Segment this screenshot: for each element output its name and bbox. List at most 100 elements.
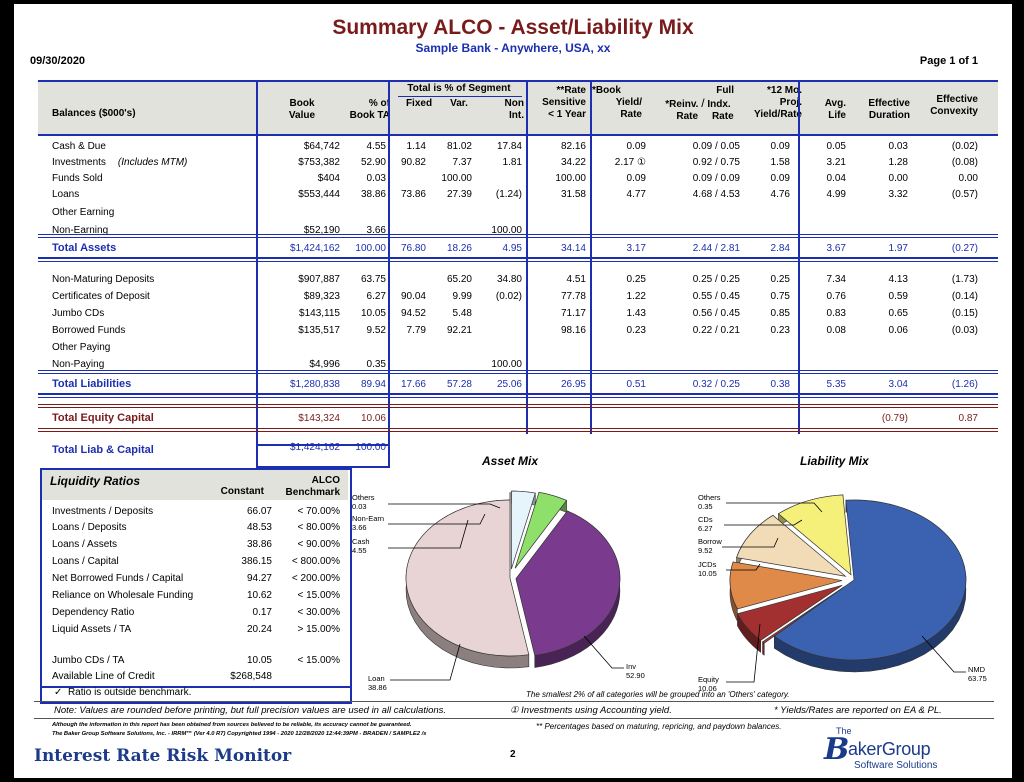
asset-row-rs: 34.22 xyxy=(528,157,586,169)
liability-row-var: 5.48 xyxy=(428,308,472,320)
asset-row-fixed: 73.86 xyxy=(390,189,426,201)
liability-row-pct: 9.52 xyxy=(340,325,386,337)
total-liabilities-life: 5.35 xyxy=(800,379,846,390)
asset-row-book: $52,190 xyxy=(256,225,340,237)
liability-row-dur: 4.13 xyxy=(850,274,908,286)
liability-row-life: 0.76 xyxy=(800,291,846,303)
liability-row-proj: 0.85 xyxy=(740,308,790,320)
header-rate-sensitive: **Rate Sensitive < 1 Year xyxy=(524,85,586,121)
yields-note: * Yields/Rates are reported on EA & PL. xyxy=(774,705,942,716)
liquidity-value: 94.27 xyxy=(194,573,272,585)
baker-group-logo: The B akerGroup Software Solutions xyxy=(824,726,984,774)
header-non-int: Non Int. xyxy=(484,98,524,122)
asset-row-fixed: 1.14 xyxy=(390,141,426,153)
liab-label-borrow: Borrow 9.52 xyxy=(698,537,722,555)
asset-row-yield: 0.09 xyxy=(592,173,646,185)
liability-row-reinv: 0.25 / 0.25 xyxy=(648,274,740,286)
asset-row-pct: 0.03 xyxy=(340,173,386,185)
report-title: Summary ALCO - Asset/Liability Mix xyxy=(14,16,1012,40)
total-assets-pct: 100.00 xyxy=(340,243,386,254)
notes-rule-2 xyxy=(34,718,994,719)
asset-row-fixed: 90.82 xyxy=(390,157,426,169)
liability-row-fixed: 90.04 xyxy=(390,291,426,303)
liquidity-value: 10.05 xyxy=(194,655,272,667)
asset-row-pct: 38.86 xyxy=(340,189,386,201)
liability-row-rs: 71.17 xyxy=(528,308,586,320)
liquidity-bench: < 15.00% xyxy=(276,590,340,602)
liquidity-value: 48.53 xyxy=(194,522,272,534)
total-equity-conv: 0.87 xyxy=(910,413,978,424)
liquidity-box xyxy=(40,468,352,704)
equity-rule-top xyxy=(38,404,998,405)
liability-row-fixed: 7.79 xyxy=(390,325,426,337)
liab-label-cds: CDs 6.27 xyxy=(698,515,713,533)
liability-row-label: Other Paying xyxy=(52,342,110,353)
liquidity-bench: < 15.00% xyxy=(276,655,340,667)
liability-row-label: Jumbo CDs xyxy=(52,308,104,319)
liability-row-reinv: 0.56 / 0.45 xyxy=(648,308,740,320)
page-indicator: Page 1 of 1 xyxy=(920,55,978,67)
asset-row-var: 7.37 xyxy=(428,157,472,169)
liability-row-proj: 0.25 xyxy=(740,274,790,286)
liability-row-reinv: 0.55 / 0.45 xyxy=(648,291,740,303)
asset-row-life: 4.99 xyxy=(800,189,846,201)
liability-mix-title: Liability Mix xyxy=(800,454,869,468)
total-liabilities-book: $1,280,838 xyxy=(256,379,340,390)
asset-row-conv: (0.08) xyxy=(910,157,978,169)
asset-total-rule-top2 xyxy=(38,237,998,238)
liquidity-col-constant: Constant xyxy=(204,486,264,498)
header-eff-duration: Effective Duration xyxy=(850,98,910,122)
liability-row-proj: 0.23 xyxy=(740,325,790,337)
liability-row-var: 65.20 xyxy=(428,274,472,286)
total-liabilities-rs: 26.95 xyxy=(528,379,586,390)
liability-row-nonint: 34.80 xyxy=(474,274,522,286)
total-liabilities-conv: (1.26) xyxy=(910,379,978,390)
disclaimer: Although the information in this report … xyxy=(52,722,411,728)
asset-row-pct: 52.90 xyxy=(340,157,386,169)
liability-row-rs: 77.78 xyxy=(528,291,586,303)
asset-row-nonint: 17.84 xyxy=(474,141,522,153)
header-balances: Balances ($000's) xyxy=(52,108,136,120)
total-liab-capital-book: $1,424,162 xyxy=(256,442,340,453)
asset-row-label: Other Earning xyxy=(52,207,126,218)
liquidity-value: 66.07 xyxy=(194,506,272,518)
total-liabilities-dur: 3.04 xyxy=(850,379,908,390)
liability-mix-chart: Others 0.35CDs 6.27Borrow 9.52JCDs 10.05Equi… xyxy=(674,476,1004,696)
liability-row-var: 9.99 xyxy=(428,291,472,303)
liability-row-book: $907,887 xyxy=(256,274,340,286)
liquidity-bench: < 90.00% xyxy=(276,539,340,551)
total-liabilities-proj: 0.38 xyxy=(740,379,790,390)
total-assets-book: $1,424,162 xyxy=(256,243,340,254)
table-top-rule xyxy=(38,80,998,82)
asset-total-rule-bottom xyxy=(38,257,998,259)
report-subtitle: Sample Bank - Anywhere, USA, xx xyxy=(14,41,1012,55)
liability-row-dur: 0.59 xyxy=(850,291,908,303)
asset-row-pct: 3.66 xyxy=(340,225,386,237)
page: Summary ALCO - Asset/Liability Mix Sampl… xyxy=(0,0,1024,782)
header-reinv-indx: Full *Reinv. / Indx. Rate Rate xyxy=(648,85,748,123)
liability-row-life: 0.08 xyxy=(800,325,846,337)
page-number: 2 xyxy=(510,749,516,760)
percentages-note: ** Percentages based on maturing, repric… xyxy=(536,722,782,731)
report-date: 09/30/2020 xyxy=(30,55,85,67)
copyright: The Baker Group Software Solutions, Inc.… xyxy=(52,731,426,737)
col-divider xyxy=(388,80,390,468)
asset-row-reinv: 0.09 / 0.05 xyxy=(648,141,740,153)
segment-underline xyxy=(398,96,522,97)
liability-row-yield: 0.25 xyxy=(592,274,646,286)
total-equity-pct: 10.06 xyxy=(340,413,386,424)
total-liabilities-reinv: 0.32 / 0.25 xyxy=(648,379,740,390)
asset-row-conv: 0.00 xyxy=(910,173,978,185)
liquidity-value: 10.62 xyxy=(194,590,272,602)
asset-row-label: Funds Sold xyxy=(52,173,115,184)
total-liab-capital-label: Total Liab & Capital xyxy=(52,444,154,456)
asset-row-dur: 1.28 xyxy=(850,157,908,169)
asset-row-yield: 2.17 ① xyxy=(592,157,646,169)
liability-row-yield: 1.22 xyxy=(592,291,646,303)
asset-row-rs: 31.58 xyxy=(528,189,586,201)
total-liabilities-fixed: 17.66 xyxy=(390,379,426,390)
pie-slice-side xyxy=(763,642,765,655)
asset-row-conv: (0.02) xyxy=(910,141,978,153)
header-bottom-rule xyxy=(38,134,998,136)
liquidity-bench: > 15.00% xyxy=(276,624,340,636)
